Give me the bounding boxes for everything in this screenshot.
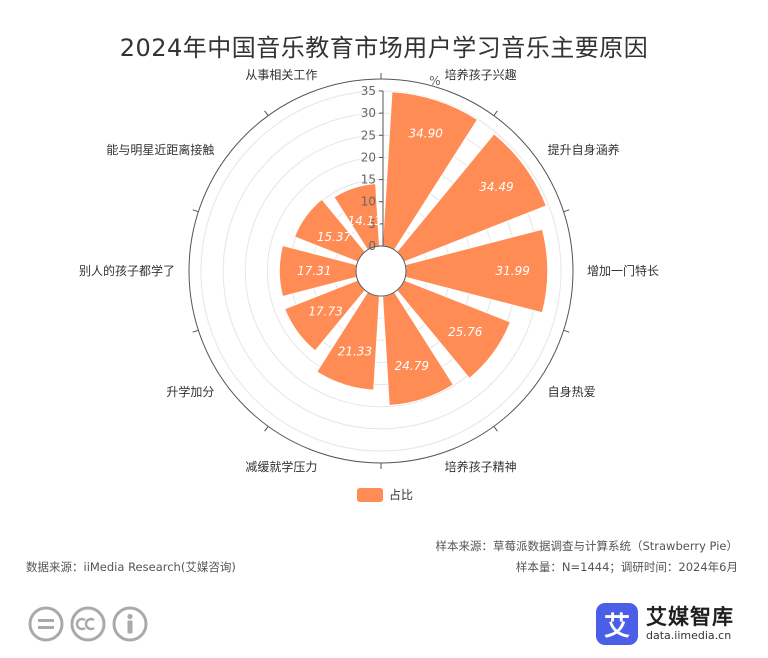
radial-tick-label: 10 bbox=[361, 195, 376, 209]
cc-icon bbox=[70, 606, 106, 642]
category-label: 培养孩子精神 bbox=[445, 459, 517, 474]
radial-tick-label: 0 bbox=[368, 239, 376, 253]
category-label: 培养孩子兴趣 bbox=[445, 67, 517, 82]
outer-tick bbox=[563, 329, 570, 333]
outer-tick bbox=[192, 329, 199, 333]
brand-url: data.iimedia.cn bbox=[646, 628, 732, 642]
person-icon bbox=[112, 606, 148, 642]
polar-bar-chart: 0 5 10 15 20 25 30 35% 34.90 34.49 31.99 25.76 24.7… bbox=[79, 67, 659, 502]
legend-swatch bbox=[357, 488, 383, 502]
bars bbox=[278, 91, 549, 407]
value-label: 14.13 bbox=[348, 214, 382, 228]
category-label: 别人的孩子都学了 bbox=[79, 263, 175, 278]
outer-tick bbox=[264, 110, 269, 116]
brand-name: 艾媒智库 bbox=[646, 605, 734, 630]
value-label: 15.37 bbox=[317, 230, 352, 244]
category-label: 升学加分 bbox=[166, 384, 214, 399]
value-label: 17.31 bbox=[297, 264, 331, 278]
sample-source: 样本来源：草莓派数据调查与计算系统（Strawberry Pie） bbox=[435, 539, 738, 553]
outer-tick bbox=[192, 209, 199, 213]
category-label: 能与明星近距离接触 bbox=[106, 142, 214, 157]
value-label: 31.99 bbox=[495, 264, 529, 278]
radial-tick-label: 15 bbox=[361, 173, 376, 187]
radial-tick-label: 20 bbox=[361, 150, 376, 164]
value-label: 34.49 bbox=[479, 180, 513, 194]
radial-axis: 0 5 10 15 20 25 30 35% bbox=[192, 73, 570, 469]
outer-tick bbox=[493, 426, 498, 432]
outer-tick bbox=[264, 426, 269, 432]
value-label: 25.76 bbox=[448, 325, 483, 339]
radial-tick-label: 5 bbox=[368, 217, 376, 231]
value-label: 17.73 bbox=[308, 304, 342, 318]
center-hub bbox=[355, 245, 407, 297]
legend-label: 占比 bbox=[389, 487, 413, 502]
category-label: 从事相关工作 bbox=[245, 68, 317, 82]
category-label: 自身热爱 bbox=[548, 384, 596, 399]
category-label: 减缓就学压力 bbox=[245, 459, 317, 474]
legend: 占比 bbox=[357, 487, 413, 502]
license-icons bbox=[28, 606, 148, 642]
value-label: 21.33 bbox=[338, 344, 372, 358]
equals-icon bbox=[28, 606, 64, 642]
radial-tick-label: 30 bbox=[361, 106, 376, 120]
category-label: 增加一门特长 bbox=[587, 263, 659, 278]
category-label: 提升自身涵养 bbox=[548, 142, 620, 157]
radial-tick-label: 25 bbox=[361, 128, 376, 142]
value-label: 24.79 bbox=[395, 359, 429, 373]
outer-tick bbox=[563, 209, 570, 213]
radial-tick-label: 35 bbox=[361, 84, 376, 98]
outer-tick bbox=[493, 110, 498, 116]
sample-info: 样本量：N=1444；调研时间：2024年6月 bbox=[515, 560, 738, 574]
brand: 艾 艾媒智库 data.iimedia.cn bbox=[596, 603, 734, 645]
brand-logo: 艾 bbox=[596, 603, 638, 645]
data-source: 数据来源：iiMedia Research(艾媒咨询) bbox=[26, 560, 236, 574]
chart-title: 2024年中国音乐教育市场用户学习音乐主要原因 bbox=[119, 34, 649, 62]
value-label: 34.90 bbox=[408, 127, 443, 141]
unit-label: % bbox=[429, 74, 440, 88]
value-labels: 34.90 34.49 31.99 25.76 24.79 21.33 17.73 17.31… bbox=[297, 127, 530, 373]
